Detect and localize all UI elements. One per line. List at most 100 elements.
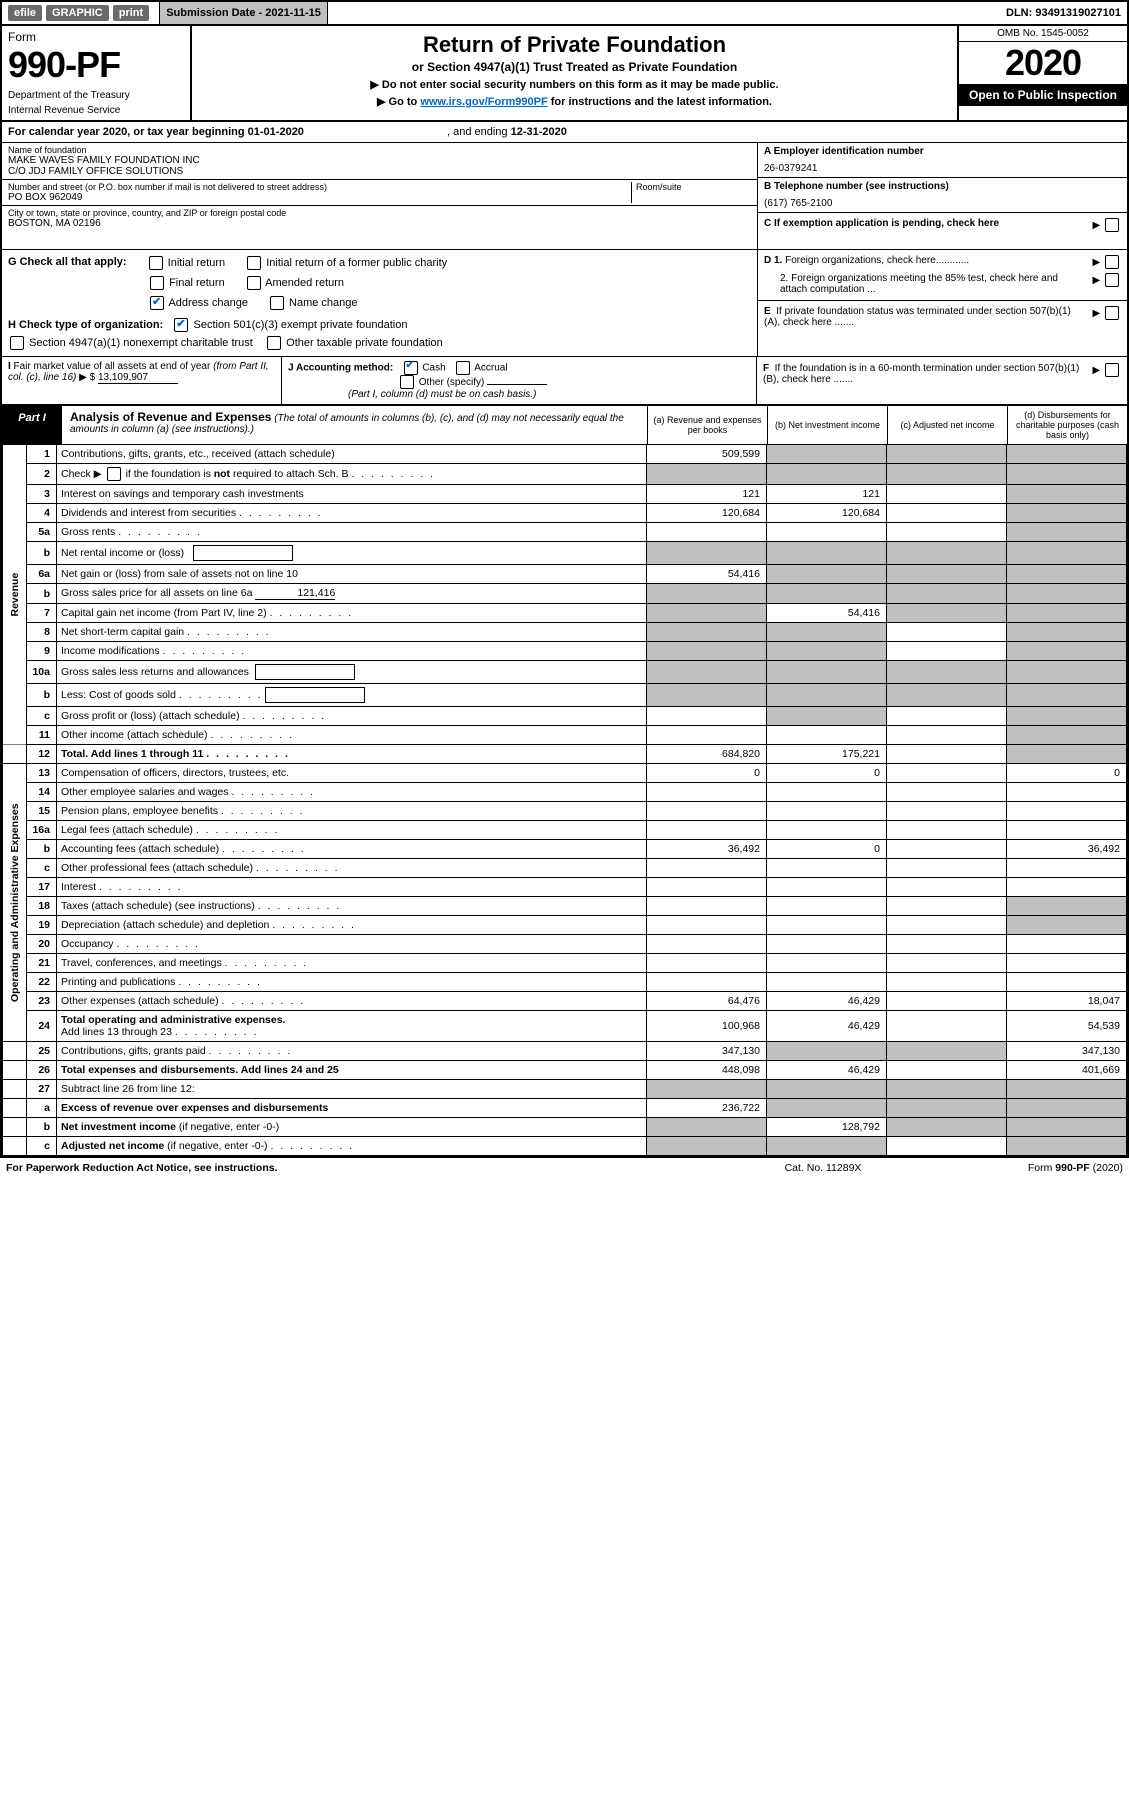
dln: DLN: 93491319027101 [1000, 2, 1127, 24]
header-mid: Return of Private Foundation or Section … [192, 26, 957, 120]
col-a-header: (a) Revenue and expenses per books [647, 406, 767, 444]
submission-date: Submission Date - 2021-11-15 [160, 2, 328, 24]
table-row: 27Subtract line 26 from line 12: [3, 1080, 1127, 1099]
instr-goto-post: for instructions and the latest informat… [548, 96, 772, 108]
open-inspection: Open to Public Inspection [959, 84, 1127, 106]
table-row: 17Interest [3, 878, 1127, 897]
table-row: 16aLegal fees (attach schedule) [3, 821, 1127, 840]
other-method-checkbox[interactable] [400, 375, 414, 389]
d2-checkbox[interactable] [1105, 273, 1119, 287]
accrual-checkbox[interactable] [456, 361, 470, 375]
calyear-mid: , and ending [444, 126, 511, 138]
line-desc: Check ▶ if the foundation is not require… [57, 464, 647, 485]
print-button[interactable]: print [113, 5, 149, 21]
tax-year: 2020 [959, 42, 1127, 84]
table-row: 9Income modifications [3, 642, 1127, 661]
street-value: PO BOX 962049 [8, 192, 631, 203]
address-change-label: Address change [168, 297, 248, 309]
arrow-icon [1093, 220, 1101, 231]
header-left: Form 990-PF Department of the Treasury I… [2, 26, 192, 120]
instr-goto-pre: ▶ Go to [377, 96, 420, 108]
header: Form 990-PF Department of the Treasury I… [2, 26, 1127, 122]
amended-return-checkbox[interactable] [247, 276, 261, 290]
table-row: bAccounting fees (attach schedule) 36,49… [3, 840, 1127, 859]
expenses-side-label: Operating and Administrative Expenses [3, 764, 27, 1042]
foundation-name-1: MAKE WAVES FAMILY FOUNDATION INC [8, 155, 751, 166]
table-row: aExcess of revenue over expenses and dis… [3, 1099, 1127, 1118]
dept-irs: Internal Revenue Service [8, 105, 184, 116]
cash-label: Cash [422, 363, 445, 374]
table-row: 18Taxes (attach schedule) (see instructi… [3, 897, 1127, 916]
table-row: 10aGross sales less returns and allowanc… [3, 661, 1127, 684]
h-label: H Check type of organization: [8, 319, 163, 331]
table-row: 3Interest on savings and temporary cash … [3, 485, 1127, 504]
cash-checkbox[interactable] [404, 361, 418, 375]
arrow-icon [1093, 275, 1101, 286]
d2-label: 2. Foreign organizations meeting the 85%… [764, 273, 1085, 295]
part1-title-cell: Analysis of Revenue and Expenses (The to… [62, 406, 647, 444]
street-label: Number and street (or P.O. box number if… [8, 182, 631, 192]
footer: For Paperwork Reduction Act Notice, see … [0, 1158, 1129, 1178]
calyear-pre: For calendar year 2020, or tax year begi… [8, 126, 248, 138]
other-method-label: Other (specify) [419, 377, 485, 388]
omb-number: OMB No. 1545-0052 [959, 26, 1127, 42]
table-row: bLess: Cost of goods sold [3, 684, 1127, 707]
line-num: 1 [27, 445, 57, 464]
part1-title: Analysis of Revenue and Expenses [70, 410, 271, 424]
revenue-side-label: Revenue [3, 445, 27, 745]
e-checkbox[interactable] [1105, 306, 1119, 320]
col-c-header: (c) Adjusted net income [887, 406, 1007, 444]
identity-left: Name of foundation MAKE WAVES FAMILY FOU… [2, 143, 757, 249]
c-checkbox[interactable] [1105, 218, 1119, 232]
schb-checkbox[interactable] [107, 467, 121, 481]
header-right: OMB No. 1545-0052 2020 Open to Public In… [957, 26, 1127, 120]
form-number: 990-PF [8, 44, 184, 86]
initial-former-label: Initial return of a former public charit… [266, 257, 447, 269]
table-row: 22Printing and publications [3, 973, 1127, 992]
501c3-checkbox[interactable] [174, 318, 188, 332]
room-label: Room/suite [636, 182, 751, 192]
501c3-label: Section 501(c)(3) exempt private foundat… [193, 319, 407, 331]
final-return-checkbox[interactable] [150, 276, 164, 290]
city-value: BOSTON, MA 02196 [8, 218, 751, 229]
exemption-section: C If exemption application is pending, c… [758, 213, 1127, 237]
fmv-right: F If the foundation is in a 60-month ter… [757, 357, 1127, 404]
fmv-mid: J Accounting method: Cash Accrual Other … [282, 357, 757, 404]
j-label: J Accounting method: [288, 363, 393, 374]
phone-label: B Telephone number (see instructions) [764, 181, 1121, 192]
table-row: 25Contributions, gifts, grants paid 347,… [3, 1042, 1127, 1061]
f-checkbox[interactable] [1105, 363, 1119, 377]
d1-checkbox[interactable] [1105, 255, 1119, 269]
final-return-label: Final return [169, 277, 225, 289]
table-row: cAdjusted net income (if negative, enter… [3, 1137, 1127, 1156]
initial-return-checkbox[interactable] [149, 256, 163, 270]
efile-button[interactable]: efile [8, 5, 42, 21]
fmv-left: I Fair market value of all assets at end… [2, 357, 282, 404]
initial-former-checkbox[interactable] [247, 256, 261, 270]
ein-label: A Employer identification number [764, 146, 1121, 157]
other-method-line [487, 384, 547, 385]
d1-label: D 1. Foreign organizations, check here..… [764, 255, 1085, 266]
form-subtitle: or Section 4947(a)(1) Trust Treated as P… [198, 60, 951, 74]
part1-tag: Part I [2, 406, 62, 444]
address-change-checkbox[interactable] [150, 296, 164, 310]
form990pf-link[interactable]: www.irs.gov/Form990PF [420, 96, 547, 108]
amended-return-label: Amended return [265, 277, 344, 289]
other-taxable-label: Other taxable private foundation [286, 337, 443, 349]
footer-left: For Paperwork Reduction Act Notice, see … [6, 1162, 723, 1174]
dept-treasury: Department of the Treasury [8, 90, 184, 101]
table-row: 26Total expenses and disbursements. Add … [3, 1061, 1127, 1080]
table-row: 5aGross rents [3, 523, 1127, 542]
table-row: 14Other employee salaries and wages [3, 783, 1127, 802]
name-change-checkbox[interactable] [270, 296, 284, 310]
calendar-year-row: For calendar year 2020, or tax year begi… [2, 122, 1127, 143]
accrual-label: Accrual [474, 363, 507, 374]
line-desc: Contributions, gifts, grants, etc., rece… [57, 445, 647, 464]
4947a1-checkbox[interactable] [10, 336, 24, 350]
graphic-button[interactable]: GRAPHIC [46, 5, 109, 21]
other-taxable-checkbox[interactable] [267, 336, 281, 350]
form-title: Return of Private Foundation [198, 32, 951, 58]
revenue-expense-table: Revenue 1Contributions, gifts, grants, e… [2, 445, 1127, 1156]
table-row: bNet rental income or (loss) [3, 542, 1127, 565]
instr-ssn: ▶ Do not enter social security numbers o… [198, 78, 951, 91]
